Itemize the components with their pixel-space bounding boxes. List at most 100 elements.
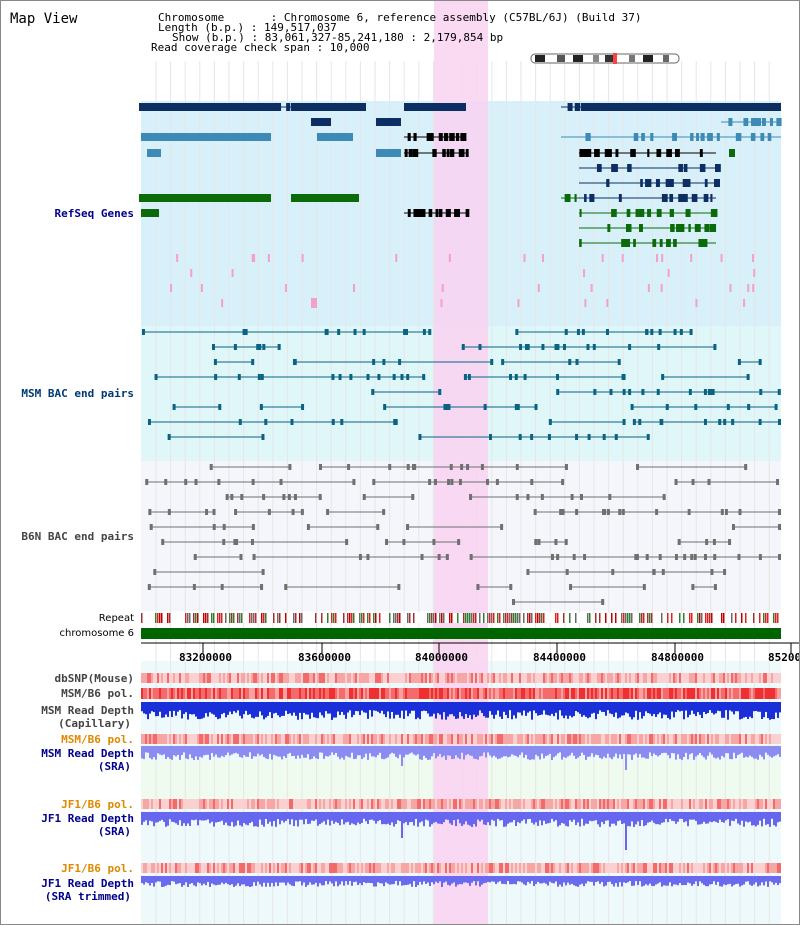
depth-bar bbox=[619, 812, 621, 821]
heat-cell bbox=[489, 688, 491, 699]
heat-cell bbox=[667, 688, 669, 699]
heat-cell bbox=[441, 688, 443, 699]
depth-bar bbox=[729, 702, 731, 711]
depth-bar bbox=[335, 876, 337, 882]
heat-cell bbox=[607, 673, 609, 683]
heat-cell bbox=[371, 799, 373, 809]
depth-bar bbox=[517, 876, 519, 882]
depth-bar bbox=[445, 746, 447, 760]
gene-exon bbox=[413, 133, 417, 141]
depth-bar bbox=[393, 812, 395, 827]
heat-cell bbox=[393, 688, 395, 699]
b6n-bac-pair-end bbox=[212, 509, 216, 515]
heat-cell bbox=[777, 734, 779, 744]
heat-cell bbox=[761, 688, 763, 699]
track-label-jf1-depth[interactable]: JF1 Read Depth bbox=[41, 812, 134, 825]
depth-bar bbox=[539, 812, 541, 821]
heat-cell bbox=[181, 734, 183, 744]
depth-bar bbox=[579, 876, 581, 885]
depth-bar bbox=[247, 702, 249, 715]
heat-cell bbox=[489, 863, 491, 873]
heat-cell bbox=[483, 673, 485, 683]
depth-bar bbox=[703, 812, 705, 822]
track-label-msm-depth-capillary[interactable]: MSM Read Depth bbox=[41, 704, 134, 717]
heat-cell bbox=[465, 863, 467, 873]
depth-bar bbox=[537, 746, 539, 757]
repeat-feature bbox=[265, 613, 267, 623]
heat-cell bbox=[313, 673, 315, 683]
depth-bar bbox=[451, 812, 453, 825]
heat-cell bbox=[439, 673, 441, 683]
depth-bar bbox=[271, 812, 273, 827]
depth-bar bbox=[421, 702, 423, 712]
depth-bar bbox=[271, 876, 273, 883]
track-label-msm-depth-sra[interactable]: MSM Read Depth bbox=[41, 747, 134, 760]
heat-cell bbox=[279, 799, 281, 809]
depth-bar bbox=[327, 746, 329, 757]
depth-bar bbox=[531, 876, 533, 881]
depth-bar bbox=[341, 876, 343, 882]
heat-cell bbox=[605, 734, 607, 744]
b6n-bac-pair-end bbox=[306, 524, 310, 530]
heat-cell bbox=[201, 734, 203, 744]
depth-bar bbox=[389, 876, 391, 885]
heat-cell bbox=[421, 688, 423, 699]
heat-cell bbox=[341, 673, 343, 683]
depth-bar bbox=[615, 746, 617, 754]
track-label-refseq-genes[interactable]: RefSeq Genes bbox=[54, 207, 134, 220]
msm-bac-pair-end bbox=[154, 374, 158, 380]
heat-cell bbox=[479, 734, 481, 744]
depth-bar bbox=[165, 702, 167, 715]
heat-cell bbox=[167, 799, 169, 809]
track-label-msm-bac[interactable]: MSM BAC end pairs bbox=[21, 387, 134, 400]
track-label-jf1-pol-trimmed[interactable]: JF1/B6 pol. bbox=[61, 862, 134, 875]
depth-bar bbox=[267, 876, 269, 883]
msm-bac-pair-end bbox=[746, 374, 750, 380]
repeat-feature bbox=[527, 613, 529, 623]
gene-exon bbox=[449, 149, 454, 157]
b6n-bac-pair-end bbox=[225, 494, 229, 500]
heat-cell bbox=[323, 673, 325, 683]
gene-exon bbox=[688, 224, 691, 232]
b6n-bac-pair-end bbox=[287, 494, 291, 500]
track-label-msm-pol-capillary[interactable]: MSM/B6 pol. bbox=[61, 687, 134, 700]
depth-bar bbox=[349, 812, 351, 825]
repeat-feature bbox=[321, 613, 323, 623]
heat-cell bbox=[455, 688, 457, 699]
track-label-dbsnp[interactable]: dbSNP(Mouse) bbox=[54, 672, 134, 685]
heat-cell bbox=[777, 688, 779, 699]
repeat-feature bbox=[759, 613, 761, 623]
depth-bar bbox=[431, 746, 433, 757]
heat-cell bbox=[383, 863, 385, 873]
heat-cell bbox=[391, 688, 393, 699]
snp-tick bbox=[583, 269, 586, 277]
snp-tick bbox=[647, 284, 650, 292]
heat-cell bbox=[311, 734, 313, 744]
heat-cell bbox=[659, 734, 661, 744]
depth-bar bbox=[735, 746, 737, 759]
track-label-b6n-bac[interactable]: B6N BAC end pairs bbox=[21, 530, 134, 543]
snp-tick bbox=[190, 269, 193, 277]
depth-bar bbox=[189, 812, 191, 826]
heat-cell bbox=[767, 863, 769, 873]
depth-bar bbox=[537, 702, 539, 716]
track-label-jf1-pol[interactable]: JF1/B6 pol. bbox=[61, 798, 134, 811]
track-label-msm-pol-sra[interactable]: MSM/B6 pol. bbox=[61, 733, 134, 746]
depth-bar bbox=[189, 876, 191, 884]
heat-cell bbox=[251, 734, 253, 744]
depth-bar bbox=[649, 746, 651, 753]
depth-bar bbox=[551, 746, 553, 760]
depth-bar bbox=[275, 746, 277, 756]
depth-bar bbox=[417, 746, 419, 755]
track-label-jf1-depth-trimmed[interactable]: JF1 Read Depth bbox=[41, 877, 134, 890]
heat-cell bbox=[753, 799, 755, 809]
heat-cell bbox=[285, 673, 287, 683]
heat-cell bbox=[507, 799, 509, 809]
heat-cell bbox=[739, 673, 741, 683]
b6n-bac-pair-end bbox=[192, 584, 196, 590]
heat-cell bbox=[597, 688, 599, 699]
depth-bar bbox=[271, 746, 273, 760]
heat-cell bbox=[715, 734, 717, 744]
b6n-bac-pair-end bbox=[450, 479, 454, 485]
